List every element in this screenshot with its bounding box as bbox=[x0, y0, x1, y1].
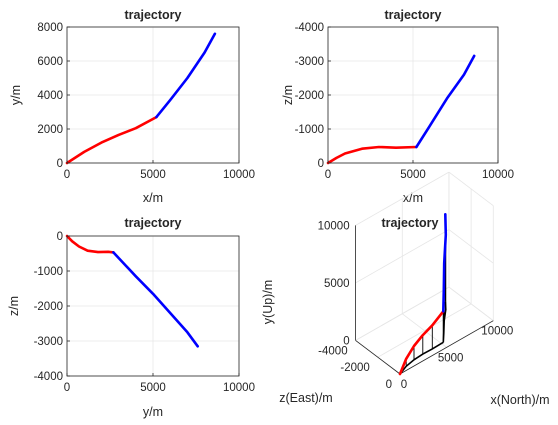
x-tick-label: 10000 bbox=[481, 326, 513, 338]
y-axis-label: z/m bbox=[7, 296, 21, 316]
series-layer bbox=[326, 54, 476, 165]
series-line bbox=[398, 309, 445, 376]
z-tick-label: 10000 bbox=[318, 220, 350, 232]
y-tick-label: 0 bbox=[57, 158, 63, 170]
3d-grid bbox=[355, 171, 494, 375]
y-tick-label: 0 bbox=[57, 231, 63, 243]
series-line bbox=[112, 251, 199, 348]
y-tick-label: 6000 bbox=[37, 56, 63, 68]
floor-projection bbox=[442, 301, 447, 343]
series-line bbox=[441, 213, 448, 313]
x-tick-label: 5000 bbox=[140, 382, 166, 394]
x-axis-label: x(North)/m bbox=[490, 393, 549, 407]
x-axis-line bbox=[399, 320, 494, 375]
x-tick-label: 10000 bbox=[223, 169, 255, 181]
tick-layer: 0 5000 10000 0 2000 4000 6000 8000 bbox=[37, 22, 255, 181]
series-line bbox=[155, 32, 217, 119]
y-tick-label: -2000 bbox=[34, 301, 63, 313]
chart-title: trajectory bbox=[385, 8, 442, 22]
x-tick-label: 5000 bbox=[400, 169, 426, 181]
grid-line bbox=[355, 229, 450, 284]
y-axis-label: z(East)/m bbox=[279, 391, 332, 405]
chart-title: trajectory bbox=[382, 216, 439, 230]
grid-line bbox=[448, 229, 494, 264]
x-axis-label: x/m bbox=[403, 191, 423, 205]
y-axis-line bbox=[355, 340, 401, 375]
x-tick-label: 5000 bbox=[438, 352, 464, 364]
y-tick-label: -3000 bbox=[295, 56, 324, 68]
x-tick-label: 0 bbox=[64, 382, 70, 394]
z-tick-label: 0 bbox=[343, 335, 349, 347]
y-tick-label: -2000 bbox=[295, 90, 324, 102]
series-layer bbox=[65, 234, 199, 348]
subplot-xz: 0 5000 10000 -4000 -3000 -2000 -1000 0 trajecto… bbox=[281, 8, 514, 205]
y-tick-label: -1000 bbox=[34, 266, 63, 278]
x-axis-label: y/m bbox=[143, 405, 163, 419]
y-tick-label: 8000 bbox=[37, 22, 63, 34]
x-axis-label: x/m bbox=[143, 191, 163, 205]
y-axis-label: z/m bbox=[281, 85, 295, 105]
y-axis-label: y/m bbox=[9, 85, 23, 105]
grid-line bbox=[448, 286, 494, 322]
series-line bbox=[326, 145, 418, 165]
floor-projection bbox=[399, 341, 444, 375]
y-tick-label: -1000 bbox=[295, 124, 324, 136]
chart-title: trajectory bbox=[125, 216, 182, 230]
subplot-yz: 0 5000 10000 -4000 -3000 -2000 -1000 0 trajecto… bbox=[7, 216, 255, 419]
y-tick-label: 4000 bbox=[37, 90, 63, 102]
y-tick-label: -2000 bbox=[340, 362, 369, 374]
y-tick-label: -4000 bbox=[34, 371, 63, 383]
tick-layer: 0 5000 10000 -4000 -3000 -2000 -1000 0 bbox=[34, 231, 255, 394]
tick-layer: 0 5000 10000 -4000 -3000 -2000 -1000 0 bbox=[295, 22, 514, 181]
series-layer bbox=[65, 32, 217, 165]
x-tick-label: 0 bbox=[64, 169, 70, 181]
x-tick-label: 5000 bbox=[140, 169, 166, 181]
x-tick-label: 0 bbox=[325, 169, 331, 181]
series-line bbox=[65, 115, 158, 165]
series-line bbox=[415, 54, 476, 149]
y-tick-label: -4000 bbox=[318, 345, 347, 357]
y-tick-label: 0 bbox=[318, 158, 324, 170]
z-axis-label: y(Up)/m bbox=[261, 280, 275, 324]
grid-line bbox=[355, 171, 450, 226]
chart-title: trajectory bbox=[125, 8, 182, 22]
y-tick-label: 0 bbox=[386, 379, 392, 391]
x-tick-label: 10000 bbox=[223, 382, 255, 394]
series-line bbox=[65, 234, 115, 254]
projection-lines bbox=[399, 214, 447, 375]
subplot-xy: 0 5000 10000 0 2000 4000 6000 8000 trajectory x… bbox=[9, 8, 255, 205]
x-tick-label: 10000 bbox=[482, 169, 514, 181]
grid-line bbox=[355, 286, 450, 341]
y-tick-label: -4000 bbox=[295, 22, 324, 34]
grid-line bbox=[377, 303, 472, 358]
x-tick-label: 0 bbox=[401, 379, 407, 391]
z-tick-label: 5000 bbox=[324, 278, 350, 290]
y-tick-label: 2000 bbox=[37, 124, 63, 136]
series-layer bbox=[398, 213, 448, 376]
y-tick-label: -3000 bbox=[34, 336, 63, 348]
grid-line bbox=[448, 171, 494, 207]
